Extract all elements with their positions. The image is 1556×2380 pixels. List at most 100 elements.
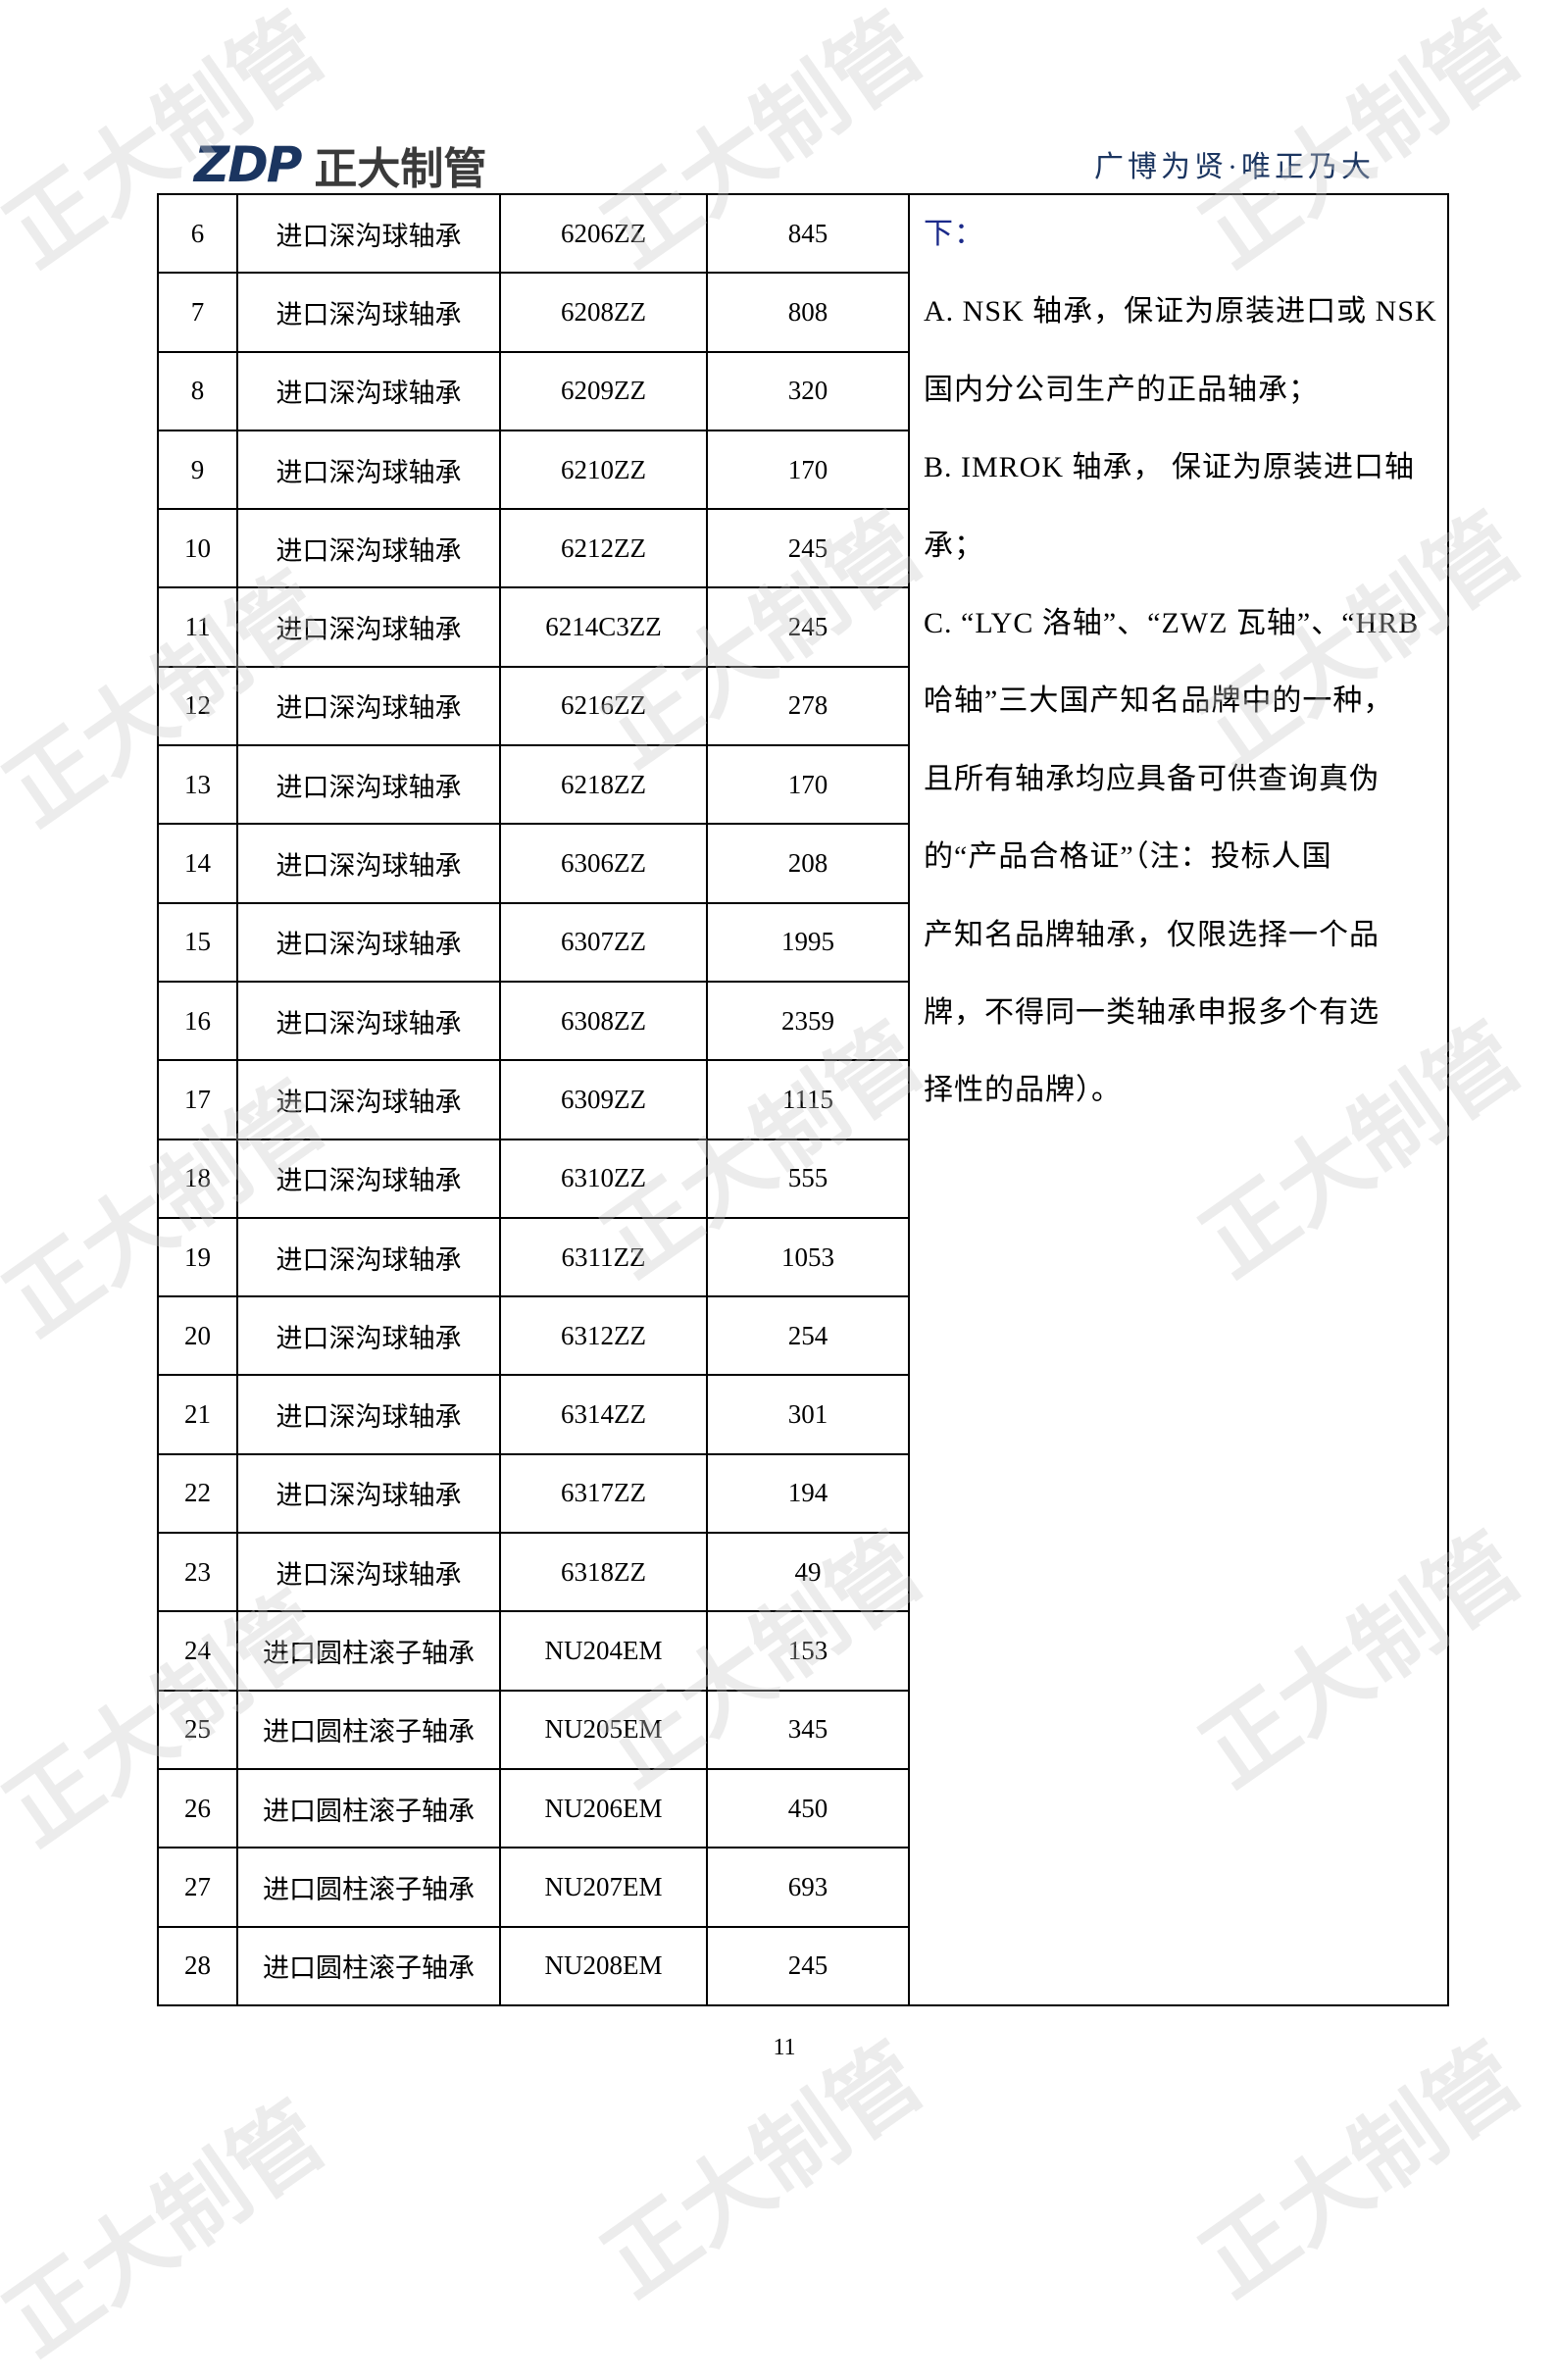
model: 6311ZZ: [499, 1216, 708, 1298]
item-name: 进口深沟球轴承: [236, 744, 501, 826]
quantity: 301: [706, 1374, 910, 1455]
row-index: 12: [157, 665, 238, 747]
model: 6218ZZ: [499, 744, 708, 826]
note-line: B. IMROK 轴承， 保证为原装进口轴: [924, 451, 1416, 484]
table-row: 27 进口圆柱滚子轴承 NU207EM 693: [157, 1847, 1448, 1928]
item-name: 进口深沟球轴承: [236, 1532, 501, 1613]
bearing-table: 6 进口深沟球轴承 6206ZZ 845 下： A. NSK 轴承，保证为原装进口或 NS…: [157, 192, 1449, 2006]
quantity: 153: [706, 1610, 910, 1692]
note-line: 下：: [924, 218, 984, 250]
model: 6308ZZ: [499, 980, 708, 1062]
row-index: 23: [157, 1532, 238, 1613]
table-row: 16 进口深沟球轴承 6308ZZ 2359: [157, 980, 1448, 1062]
row-index: 19: [157, 1216, 238, 1298]
row-index: 14: [157, 823, 238, 904]
quantity: 245: [706, 1925, 910, 2006]
table-row: 8 进口深沟球轴承 6209ZZ 320: [157, 350, 1448, 431]
model: 6210ZZ: [499, 429, 708, 511]
note-line: 的“产品合格证”（注：投标人国: [924, 840, 1332, 874]
item-name: 进口圆柱滚子轴承: [236, 1847, 501, 1928]
item-name: 进口深沟球轴承: [236, 1138, 501, 1219]
model: 6212ZZ: [499, 508, 708, 589]
quantity: 320: [706, 350, 910, 431]
table-row: 12 进口深沟球轴承 6216ZZ 278: [157, 665, 1448, 747]
table-row: 23 进口深沟球轴承 6318ZZ 49: [157, 1532, 1448, 1613]
model: 6310ZZ: [499, 1138, 708, 1219]
table-row: 26 进口圆柱滚子轴承 NU206EM 450: [157, 1767, 1448, 1849]
note-line: 产知名品牌轴承，仅限选择一个品: [924, 918, 1380, 951]
table-row: 14 进口深沟球轴承 6306ZZ 208: [157, 823, 1448, 904]
table-row: 9 进口深沟球轴承 6210ZZ 170: [157, 429, 1448, 511]
table-row: 7 进口深沟球轴承 6208ZZ 808: [157, 272, 1448, 353]
note-line: 择性的品牌）。: [924, 1074, 1122, 1107]
item-name: 进口圆柱滚子轴承: [236, 1610, 501, 1692]
quantity: 49: [706, 1532, 910, 1613]
model: 6206ZZ: [499, 192, 708, 275]
item-name: 进口圆柱滚子轴承: [236, 1767, 501, 1849]
watermark: 正大制管: [0, 2082, 344, 2376]
item-name: 进口深沟球轴承: [236, 508, 501, 589]
model: 6312ZZ: [499, 1295, 708, 1377]
item-name: 进口深沟球轴承: [236, 429, 501, 511]
model: 6317ZZ: [499, 1452, 708, 1535]
model: 6216ZZ: [499, 665, 708, 747]
item-name: 进口深沟球轴承: [236, 192, 501, 275]
item-name: 进口圆柱滚子轴承: [236, 1925, 501, 2006]
table-row: 17 进口深沟球轴承 6309ZZ 1115: [157, 1059, 1448, 1140]
item-name: 进口深沟球轴承: [236, 823, 501, 904]
model: NU207EM: [499, 1847, 708, 1928]
quantity: 245: [706, 508, 910, 589]
model: 6318ZZ: [499, 1532, 708, 1613]
note-line: 承；: [924, 529, 984, 562]
quantity: 278: [706, 665, 910, 747]
model: 6309ZZ: [499, 1059, 708, 1140]
note-line: A. NSK 轴承，保证为原装进口或 NSK: [924, 295, 1437, 329]
quantity: 194: [706, 1452, 910, 1535]
row-index: 17: [157, 1059, 238, 1140]
table-row: 21 进口深沟球轴承 6314ZZ 301: [157, 1374, 1448, 1455]
model: NU205EM: [499, 1689, 708, 1770]
model: 6307ZZ: [499, 901, 708, 983]
model: 6306ZZ: [499, 823, 708, 904]
requirements-note: 下： A. NSK 轴承，保证为原装进口或 NSK 国内分公司生产的正品轴承； B. …: [908, 193, 1449, 2006]
model: NU208EM: [499, 1925, 708, 2006]
model: NU204EM: [499, 1610, 708, 1692]
slogan: 广博为贤·唯正乃大: [1094, 151, 1375, 183]
row-index: 18: [157, 1138, 238, 1219]
quantity: 450: [706, 1767, 910, 1849]
row-index: 11: [157, 586, 238, 668]
item-name: 进口深沟球轴承: [236, 272, 501, 353]
item-name: 进口深沟球轴承: [236, 1059, 501, 1140]
quantity: 555: [706, 1138, 910, 1219]
quantity: 845: [706, 192, 910, 275]
note-line: C. “LYC 洛轴”、“ZWZ 瓦轴”、“HRB: [924, 606, 1420, 639]
row-index: 24: [157, 1610, 238, 1692]
row-index: 16: [157, 980, 238, 1062]
row-index: 6: [157, 192, 238, 275]
row-index: 8: [157, 350, 238, 431]
model: 6314ZZ: [499, 1374, 708, 1455]
note-line: 牌，不得同一类轴承申报多个有选: [924, 995, 1380, 1029]
quantity: 254: [706, 1295, 910, 1377]
table-row: 28 进口圆柱滚子轴承 NU208EM 245: [157, 1925, 1448, 2006]
quantity: 1115: [706, 1059, 910, 1140]
item-name: 进口圆柱滚子轴承: [236, 1689, 501, 1770]
row-index: 9: [157, 429, 238, 511]
quantity: 170: [706, 744, 910, 826]
row-index: 20: [157, 1295, 238, 1377]
row-index: 25: [157, 1689, 238, 1770]
note-line: 哈轴”三大国产知名品牌中的一种，: [924, 684, 1394, 718]
table-row: 20 进口深沟球轴承 6312ZZ 254: [157, 1295, 1448, 1377]
item-name: 进口深沟球轴承: [236, 1295, 501, 1377]
row-index: 15: [157, 901, 238, 983]
row-index: 27: [157, 1847, 238, 1928]
table-row: 22 进口深沟球轴承 6317ZZ 194: [157, 1452, 1448, 1535]
quantity: 693: [706, 1847, 910, 1928]
table-row: 25 进口圆柱滚子轴承 NU205EM 345: [157, 1689, 1448, 1770]
model: 6208ZZ: [499, 272, 708, 353]
note-line: 国内分公司生产的正品轴承；: [924, 373, 1319, 406]
logo-mark: ZDP: [194, 136, 302, 193]
quantity: 1995: [706, 901, 910, 983]
row-index: 28: [157, 1925, 238, 2006]
item-name: 进口深沟球轴承: [236, 1452, 501, 1535]
